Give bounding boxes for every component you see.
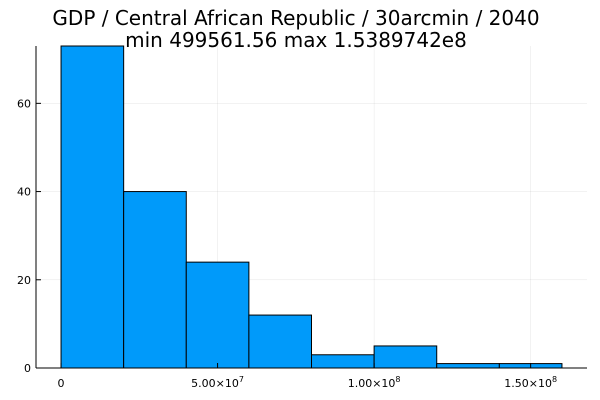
- histogram-bars: [60, 45, 563, 369]
- histogram-bar: [373, 345, 438, 369]
- y-tick-label-1: 20: [17, 274, 31, 287]
- title-line-2: min 499561.56 max 1.5389742e8: [125, 28, 467, 52]
- y-tick-label-3: 60: [17, 97, 31, 110]
- chart-title: GDP / Central African Republic / 30arcmi…: [52, 6, 539, 52]
- histogram-bar: [311, 354, 375, 369]
- x-tick-label-1: 5.00×107: [191, 375, 244, 390]
- histogram-bar: [185, 261, 250, 369]
- y-axis-ticks: 0 20 40 60: [17, 97, 41, 375]
- x-tick-label-0: 0: [58, 377, 65, 390]
- x-tick-label-3: 1.50×108: [504, 375, 557, 390]
- y-tick-label-2: 40: [17, 186, 31, 199]
- y-tick-label-0: 0: [24, 362, 31, 375]
- title-line-1: GDP / Central African Republic / 30arcmi…: [52, 6, 539, 30]
- histogram-bar: [123, 191, 187, 369]
- x-axis-ticks: 0 5.00×107 1.00×108 1.50×108: [58, 363, 557, 390]
- histogram-bar: [248, 314, 313, 369]
- x-tick-label-2: 1.00×108: [348, 375, 401, 390]
- histogram-bar: [436, 363, 500, 369]
- axes: [35, 46, 587, 369]
- histogram-bar: [60, 45, 125, 369]
